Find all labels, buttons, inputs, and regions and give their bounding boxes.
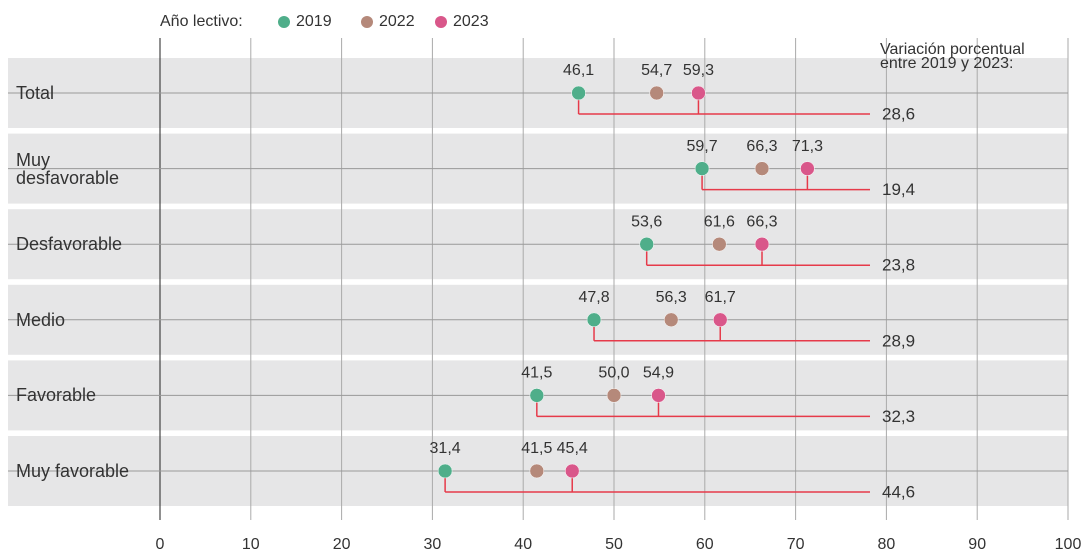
variation-label: 44,6 xyxy=(882,482,915,501)
value-label: 56,3 xyxy=(656,289,687,306)
dot xyxy=(529,463,545,479)
value-label: 71,3 xyxy=(792,138,823,155)
x-tick-label: 20 xyxy=(333,536,351,552)
legend-label: 2023 xyxy=(453,13,489,30)
legend-label: 2022 xyxy=(379,13,415,30)
value-label: 59,7 xyxy=(687,138,718,155)
value-label: 59,3 xyxy=(683,62,714,79)
dot xyxy=(586,312,602,328)
x-tick-label: 30 xyxy=(424,536,442,552)
dot xyxy=(754,236,770,252)
dot xyxy=(663,312,679,328)
dot xyxy=(694,161,710,176)
x-tick-label: 60 xyxy=(696,536,714,552)
value-label: 54,9 xyxy=(643,365,674,382)
x-tick-label: 10 xyxy=(242,536,260,552)
value-label: 61,7 xyxy=(705,289,736,306)
variation-label: 32,3 xyxy=(882,407,915,426)
dot xyxy=(649,85,664,101)
x-tick-label: 50 xyxy=(605,536,623,552)
x-tick-label: 70 xyxy=(787,536,805,552)
dot xyxy=(564,463,580,479)
x-tick-label: 80 xyxy=(878,536,896,552)
value-label: 66,3 xyxy=(746,138,777,155)
value-label: 45,4 xyxy=(557,440,588,457)
legend-swatch xyxy=(435,16,447,28)
variation-label: 28,9 xyxy=(882,331,915,350)
value-label: 46,1 xyxy=(563,62,594,79)
variation-label: 19,4 xyxy=(882,180,915,199)
value-label: 41,5 xyxy=(521,440,552,457)
dot xyxy=(606,388,622,403)
value-label: 54,7 xyxy=(641,62,672,79)
dot xyxy=(754,161,770,176)
dot xyxy=(712,312,728,328)
category-label: Total xyxy=(16,83,55,103)
legend-swatch xyxy=(278,16,290,28)
value-label: 61,6 xyxy=(704,213,735,230)
category-label: Muy desfavorable xyxy=(16,149,120,188)
x-tick-label: 0 xyxy=(156,536,165,552)
dot xyxy=(800,161,815,176)
x-tick-label: 90 xyxy=(968,536,986,552)
legend-swatch xyxy=(361,16,373,28)
category-label: Muy favorable xyxy=(16,461,130,481)
legend-label: 2019 xyxy=(296,13,332,30)
value-label: 41,5 xyxy=(521,365,552,382)
value-label: 50,0 xyxy=(598,365,629,382)
category-label: Desfavorable xyxy=(16,234,123,255)
variation-title: Variación porcentual xyxy=(880,41,1025,58)
variation-title: entre 2019 y 2023: xyxy=(880,55,1013,72)
dot xyxy=(651,388,666,403)
dot xyxy=(571,85,586,101)
variation-label: 23,8 xyxy=(882,256,915,275)
dot xyxy=(712,236,727,252)
value-label: 66,3 xyxy=(746,213,777,230)
legend-title: Año lectivo: xyxy=(160,13,243,30)
dot xyxy=(691,85,706,101)
value-label: 31,4 xyxy=(430,440,461,457)
value-label: 47,8 xyxy=(578,289,609,306)
variation-label: 28,6 xyxy=(882,104,915,123)
value-label: 53,6 xyxy=(631,213,662,230)
category-label: Medio xyxy=(16,309,66,330)
x-tick-label: 100 xyxy=(1055,536,1082,552)
dot xyxy=(639,236,654,252)
dot xyxy=(437,463,453,479)
category-label: Favorable xyxy=(16,385,97,406)
dot xyxy=(529,388,545,403)
x-tick-label: 40 xyxy=(514,536,532,552)
